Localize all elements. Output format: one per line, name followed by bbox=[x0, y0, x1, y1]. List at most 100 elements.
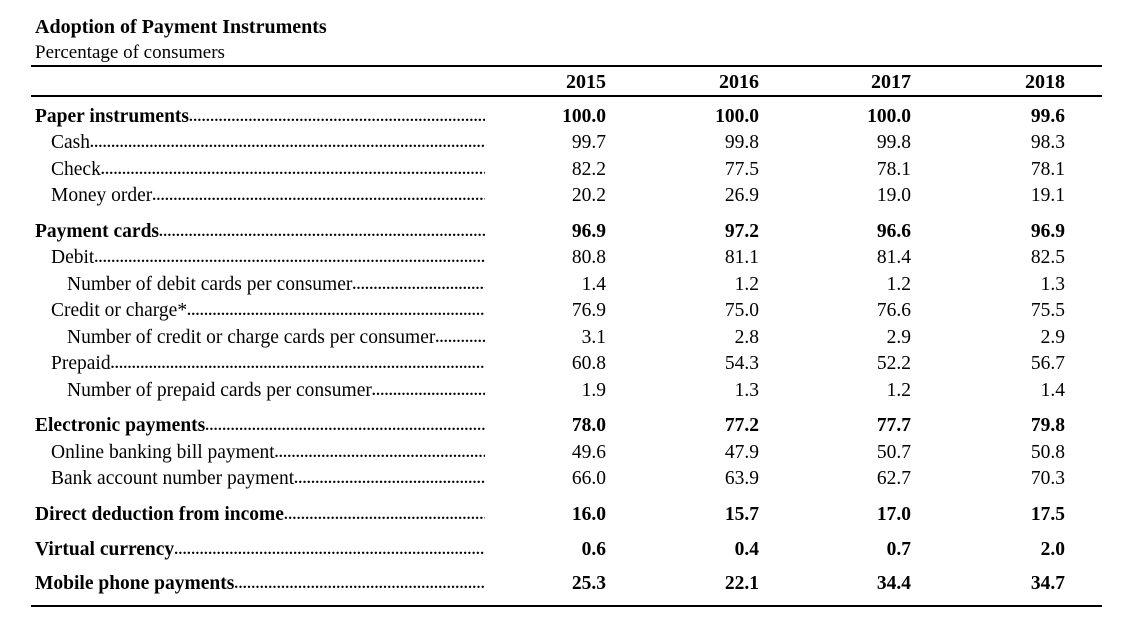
category-row: Virtual currency........................… bbox=[0, 537, 1137, 563]
value-cell-2015: 100.0 bbox=[562, 106, 606, 127]
value-cell-2015: 1.9 bbox=[581, 380, 606, 401]
row-label-text: Debit bbox=[51, 247, 95, 268]
value-cell-2017: 1.2 bbox=[886, 274, 911, 295]
value-cell-2016: 97.2 bbox=[724, 221, 759, 242]
row-label: Mobile phone payments...................… bbox=[35, 571, 485, 597]
value-cell-2017: 81.4 bbox=[876, 247, 911, 268]
value-cell-2017: 77.7 bbox=[876, 415, 911, 436]
leader-dots: ........................................… bbox=[205, 418, 485, 434]
value-cell-2018: 78.1 bbox=[1030, 159, 1065, 180]
value-cell-2016: 63.9 bbox=[724, 468, 759, 489]
value-cell-2016: 26.9 bbox=[724, 185, 759, 206]
value-cell-2016: 100.0 bbox=[715, 106, 759, 127]
table-row: Debit...................................… bbox=[0, 245, 1137, 271]
table-row: Prepaid.................................… bbox=[0, 351, 1137, 377]
value-cell-2017: 52.2 bbox=[876, 353, 911, 374]
table-row: Check...................................… bbox=[0, 157, 1137, 183]
leader-dots: ........................................… bbox=[371, 383, 485, 399]
value-cell-2017: 17.0 bbox=[876, 504, 911, 525]
value-cell-2015: 80.8 bbox=[571, 247, 606, 268]
leader-dots: ........................................… bbox=[94, 250, 485, 266]
value-cell-2015: 0.6 bbox=[581, 539, 606, 560]
value-cell-2018: 17.5 bbox=[1030, 504, 1065, 525]
leader-dots: ........................................… bbox=[152, 188, 485, 204]
leader-dots: ........................................… bbox=[159, 224, 485, 240]
year-header-2017: 2017 bbox=[871, 71, 911, 93]
value-cell-2016: 81.1 bbox=[724, 247, 759, 268]
table-subtitle: Percentage of consumers bbox=[35, 42, 225, 63]
value-cell-2016: 0.4 bbox=[734, 539, 759, 560]
row-label: Check...................................… bbox=[51, 157, 485, 183]
leader-dots: ........................................… bbox=[174, 542, 485, 558]
row-label-text: Virtual currency bbox=[35, 539, 175, 560]
leader-dots: ........................................… bbox=[189, 109, 485, 125]
value-cell-2018: 34.7 bbox=[1030, 573, 1065, 594]
category-row: Paper instruments.......................… bbox=[0, 104, 1137, 130]
row-label: Virtual currency........................… bbox=[35, 537, 485, 563]
category-row: Mobile phone payments...................… bbox=[0, 571, 1137, 597]
value-cell-2015: 99.7 bbox=[571, 132, 606, 153]
leader-dots: ........................................… bbox=[234, 576, 485, 592]
value-cell-2017: 2.9 bbox=[886, 327, 911, 348]
table-row: Number of debit cards per consumer......… bbox=[0, 272, 1137, 298]
value-cell-2017: 78.1 bbox=[876, 159, 911, 180]
top-rule bbox=[31, 65, 1102, 67]
value-cell-2016: 54.3 bbox=[724, 353, 759, 374]
value-cell-2016: 77.2 bbox=[724, 415, 759, 436]
row-label-text: Electronic payments bbox=[35, 415, 206, 436]
row-label-text: Check bbox=[51, 159, 101, 180]
value-cell-2018: 1.4 bbox=[1040, 380, 1065, 401]
row-label: Money order.............................… bbox=[51, 183, 485, 209]
value-cell-2017: 76.6 bbox=[876, 300, 911, 321]
year-header-2016: 2016 bbox=[719, 71, 759, 93]
row-label: Debit...................................… bbox=[51, 245, 485, 271]
row-label: Prepaid.................................… bbox=[51, 351, 485, 377]
row-label-text: Payment cards bbox=[35, 221, 160, 242]
table-row: Cash....................................… bbox=[0, 130, 1137, 156]
row-label: Bank account number payment.............… bbox=[51, 466, 485, 492]
value-cell-2016: 1.3 bbox=[734, 380, 759, 401]
row-label-text: Cash bbox=[51, 132, 90, 153]
table-row: Bank account number payment.............… bbox=[0, 466, 1137, 492]
value-cell-2015: 20.2 bbox=[571, 185, 606, 206]
value-cell-2015: 25.3 bbox=[571, 573, 606, 594]
value-cell-2018: 82.5 bbox=[1030, 247, 1065, 268]
row-label-text: Money order bbox=[51, 185, 153, 206]
value-cell-2017: 96.6 bbox=[876, 221, 911, 242]
leader-dots: ........................................… bbox=[90, 135, 485, 151]
value-cell-2016: 99.8 bbox=[724, 132, 759, 153]
value-cell-2016: 15.7 bbox=[724, 504, 759, 525]
value-cell-2016: 2.8 bbox=[734, 327, 759, 348]
value-cell-2015: 82.2 bbox=[571, 159, 606, 180]
table-row: Number of prepaid cards per consumer....… bbox=[0, 378, 1137, 404]
value-cell-2018: 50.8 bbox=[1030, 442, 1065, 463]
row-label-text: Credit or charge* bbox=[51, 300, 188, 321]
value-cell-2018: 56.7 bbox=[1030, 353, 1065, 374]
value-cell-2015: 60.8 bbox=[571, 353, 606, 374]
value-cell-2016: 77.5 bbox=[724, 159, 759, 180]
value-cell-2018: 99.6 bbox=[1030, 106, 1065, 127]
value-cell-2016: 75.0 bbox=[724, 300, 759, 321]
row-label: Direct deduction from income............… bbox=[35, 502, 485, 528]
value-cell-2018: 2.0 bbox=[1040, 539, 1065, 560]
value-cell-2015: 1.4 bbox=[581, 274, 606, 295]
table-row: Number of credit or charge cards per con… bbox=[0, 325, 1137, 351]
category-row: Direct deduction from income............… bbox=[0, 502, 1137, 528]
row-label-text: Bank account number payment bbox=[51, 468, 295, 489]
table-row: Online banking bill payment.............… bbox=[0, 440, 1137, 466]
leader-dots: ........................................… bbox=[110, 356, 485, 372]
row-label-text: Online banking bill payment bbox=[51, 442, 275, 463]
row-label-text: Number of prepaid cards per consumer bbox=[67, 380, 372, 401]
value-cell-2017: 19.0 bbox=[876, 185, 911, 206]
leader-dots: ........................................… bbox=[100, 162, 485, 178]
value-cell-2016: 22.1 bbox=[724, 573, 759, 594]
value-cell-2015: 76.9 bbox=[571, 300, 606, 321]
value-cell-2015: 16.0 bbox=[571, 504, 606, 525]
value-cell-2017: 34.4 bbox=[876, 573, 911, 594]
year-header-2015: 2015 bbox=[566, 71, 606, 93]
value-cell-2018: 19.1 bbox=[1030, 185, 1065, 206]
row-label: Electronic payments.....................… bbox=[35, 413, 485, 439]
row-label: Paper instruments.......................… bbox=[35, 104, 485, 130]
value-cell-2018: 98.3 bbox=[1030, 132, 1065, 153]
row-label: Payment cards...........................… bbox=[35, 219, 485, 245]
